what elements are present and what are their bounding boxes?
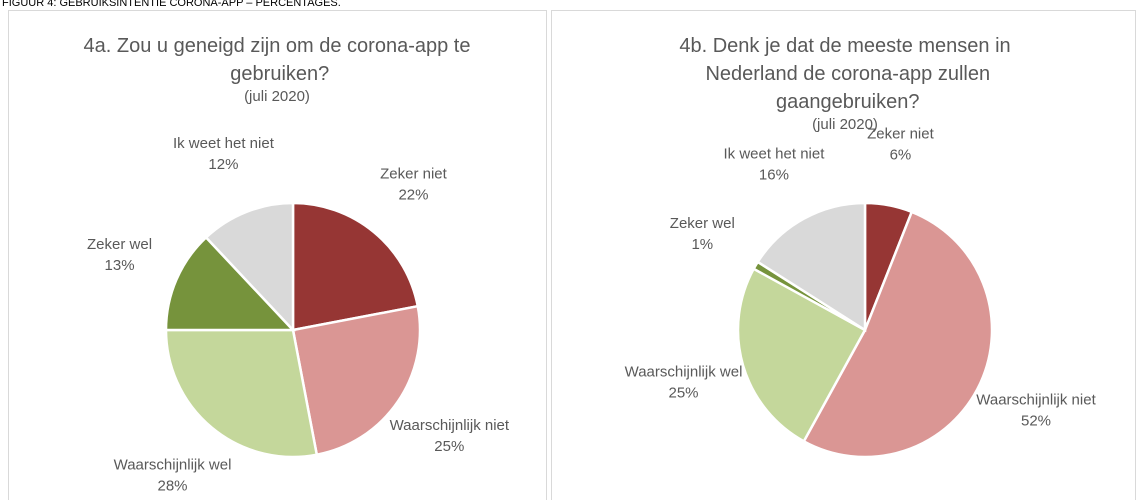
- slice-value-label: 16%: [759, 166, 789, 183]
- chart-title: 4b. Denk je dat de meeste mensen in Nede…: [679, 35, 1010, 113]
- slice-value-label: 25%: [434, 438, 464, 455]
- pie-slice: [291, 304, 422, 457]
- slice-category: Waarschijnlijk niet: [976, 391, 1096, 408]
- chart-title: 4a. Zou u geneigd zijn om de corona-app …: [84, 35, 471, 85]
- slice-category: Zeker niet: [867, 125, 935, 142]
- chart-subtitle: (juli 2020): [244, 88, 310, 105]
- slice-category: Zeker wel: [670, 215, 735, 232]
- pie-slice: [164, 328, 319, 459]
- slice-value-label: 52%: [1021, 412, 1051, 429]
- panel: [8, 10, 547, 500]
- pie-slice: [164, 235, 296, 332]
- slice-value-label: 13%: [105, 257, 135, 274]
- slice-value-label: 12%: [208, 156, 238, 173]
- slice-value-label: 6%: [890, 146, 912, 163]
- slice-category: Zeker niet: [380, 165, 448, 182]
- caption: FIGUUR 4: GEBRUIKSINTENTIE CORONA-APP – …: [2, 0, 341, 9]
- slice-category: Waarschijnlijk wel: [625, 364, 743, 381]
- slice-category: Ik weet het niet: [723, 145, 825, 162]
- pie-slice: [756, 201, 867, 333]
- slice-value-label: 22%: [398, 186, 428, 203]
- pie-slice: [291, 201, 420, 332]
- chart-subtitle: (juli 2020): [812, 116, 878, 133]
- slice-value-label: 25%: [668, 385, 698, 402]
- panel: [551, 10, 1136, 500]
- pie-slice: [802, 210, 994, 459]
- slice-category: Waarschijnlijk wel: [114, 457, 232, 474]
- slice-category: Waarschijnlijk niet: [390, 417, 510, 434]
- slice-category: Zeker wel: [87, 236, 152, 253]
- slice-value-label: 1%: [691, 236, 713, 253]
- pie-slice: [736, 267, 867, 443]
- slice-category: Ik weet het niet: [173, 135, 275, 152]
- slice-value-label: 28%: [158, 478, 188, 495]
- pie-slice: [204, 201, 295, 334]
